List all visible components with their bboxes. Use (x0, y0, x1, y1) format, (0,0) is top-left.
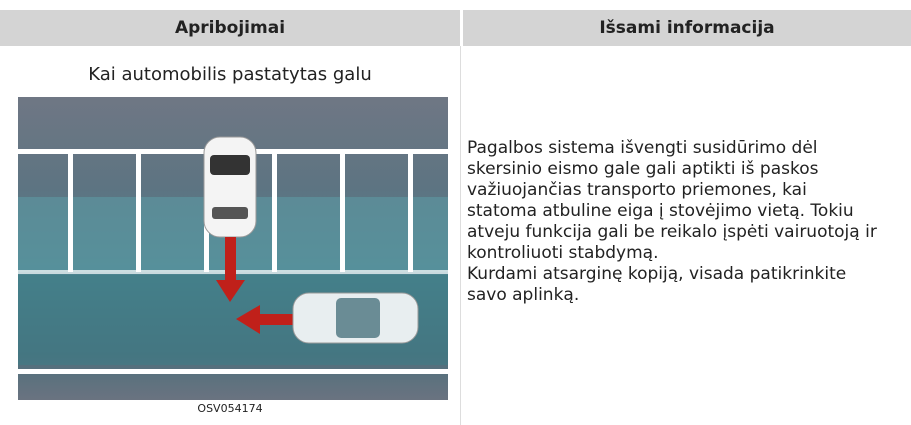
details: Pagalbos sistema išvengti susidūrimo dėl… (467, 138, 877, 306)
illustration-caption: Kai automobilis pastatytas galu (88, 64, 372, 85)
details-line: kontroliuoti stabdymą. (467, 243, 659, 263)
column-header: Išsami informacija (463, 10, 911, 46)
details-line: savo aplinką. (467, 285, 580, 305)
details-line: atveju funkcija gali be reikalo įspėti v… (467, 222, 877, 242)
column-header: Apribojimai (0, 10, 460, 46)
details-line: Pagalbos sistema išvengti susidūrimo dėl (467, 138, 818, 158)
details-line: skersinio eismo gale gali aptikti iš pas… (467, 159, 819, 179)
image-code: OSV054174 (197, 402, 263, 415)
details-line: važiuojančias transporto priemones, kai (467, 180, 807, 200)
details-line: Kurdami atsarginę kopiją, visada patikri… (467, 264, 847, 284)
divider (460, 46, 461, 425)
details-line: statoma atbuline eiga į stovėjimo vietą.… (467, 201, 854, 221)
illustration (18, 97, 448, 400)
